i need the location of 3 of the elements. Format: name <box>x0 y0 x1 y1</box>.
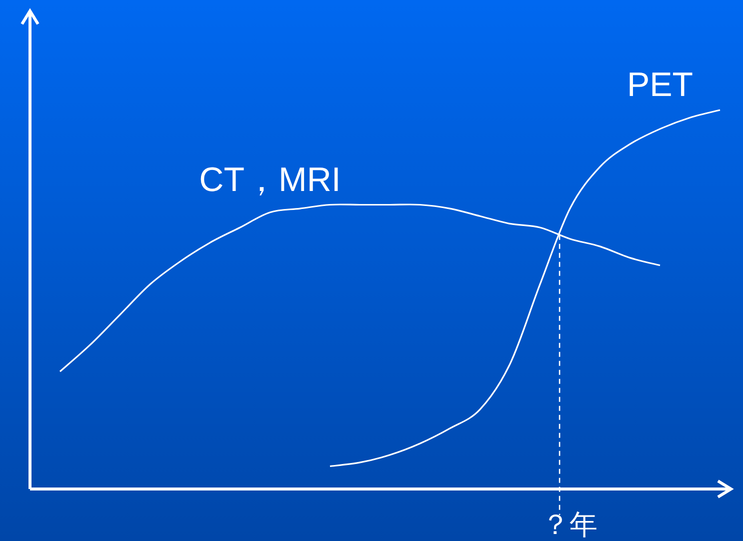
text: ？年 <box>542 509 598 540</box>
series-label: PET <box>626 66 694 104</box>
series-label: CT，MRI <box>199 160 341 199</box>
